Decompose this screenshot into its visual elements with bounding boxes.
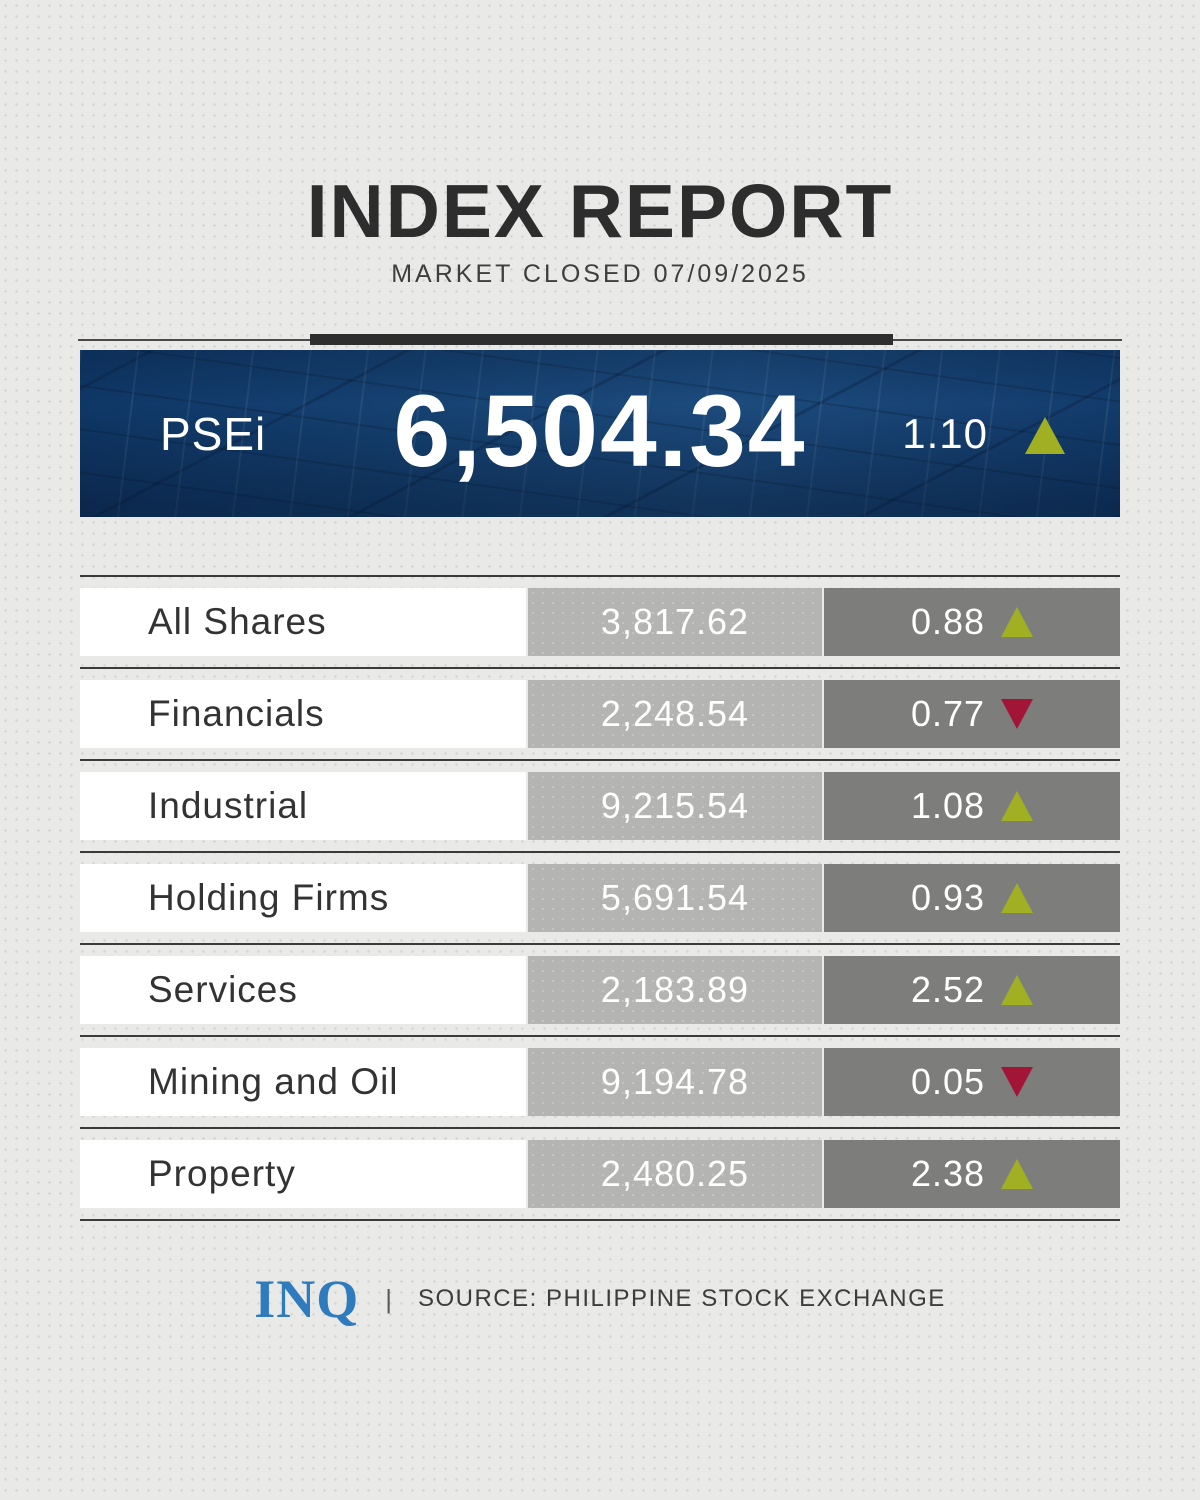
row-divider	[80, 1035, 1120, 1037]
row-divider	[80, 943, 1120, 945]
sector-name: Industrial	[80, 772, 526, 840]
header-divider-bar	[310, 334, 893, 345]
table-row: All Shares 3,817.62 0.88	[80, 588, 1120, 656]
sector-index-table: All Shares 3,817.62 0.88 Financials 2,24…	[80, 575, 1120, 1221]
footer: INQ | SOURCE: PHILIPPINE STOCK EXCHANGE	[0, 1272, 1200, 1326]
psei-change-value: 1.10	[902, 409, 988, 457]
row-divider	[80, 1219, 1120, 1221]
sector-value: 2,480.25	[528, 1140, 822, 1208]
up-triangle-icon	[1001, 1159, 1034, 1189]
sector-name: Services	[80, 956, 526, 1024]
row-divider	[80, 851, 1120, 853]
sector-value: 9,194.78	[528, 1048, 822, 1116]
up-triangle-icon	[1025, 416, 1065, 454]
down-triangle-icon	[1001, 1067, 1034, 1097]
up-triangle-icon	[1001, 883, 1034, 913]
row-divider	[80, 575, 1120, 577]
sector-value: 9,215.54	[528, 772, 822, 840]
row-divider	[80, 759, 1120, 761]
table-row: Holding Firms 5,691.54 0.93	[80, 864, 1120, 932]
table-row: Services 2,183.89 2.52	[80, 956, 1120, 1024]
sector-change-cell: 0.77	[824, 680, 1120, 748]
sector-change-cell: 0.05	[824, 1048, 1120, 1116]
sector-change-cell: 0.88	[824, 588, 1120, 656]
sector-change-value: 2.38	[910, 1153, 986, 1194]
sector-value: 5,691.54	[528, 864, 822, 932]
sector-change-value: 2.52	[910, 969, 986, 1010]
sector-change-cell: 2.38	[824, 1140, 1120, 1208]
sector-value: 2,248.54	[528, 680, 822, 748]
sector-change-cell: 2.52	[824, 956, 1120, 1024]
sector-change-value: 0.88	[910, 601, 986, 642]
sector-change-cell: 1.08	[824, 772, 1120, 840]
sector-change-value: 0.05	[910, 1061, 986, 1102]
row-divider	[80, 1127, 1120, 1129]
psei-banner: PSEi 6,504.34 1.10	[80, 350, 1120, 517]
table-row: Mining and Oil 9,194.78 0.05	[80, 1048, 1120, 1116]
sector-name: Holding Firms	[80, 864, 526, 932]
table-row: Property 2,480.25 2.38	[80, 1140, 1120, 1208]
down-triangle-icon	[1001, 699, 1034, 729]
page-title: INDEX REPORT	[306, 169, 894, 253]
sector-change-value: 0.77	[910, 693, 986, 734]
sector-value: 3,817.62	[528, 588, 822, 656]
sector-change-cell: 0.93	[824, 864, 1120, 932]
inquirer-logo: INQ	[254, 1269, 360, 1329]
row-divider	[80, 667, 1120, 669]
sector-name: Mining and Oil	[80, 1048, 526, 1116]
psei-index-value: 6,504.34	[393, 373, 807, 488]
table-row: Financials 2,248.54 0.77	[80, 680, 1120, 748]
sector-name: Financials	[80, 680, 526, 748]
sector-name: All Shares	[80, 588, 526, 656]
sector-change-value: 0.93	[910, 877, 986, 918]
source-attribution: SOURCE: PHILIPPINE STOCK EXCHANGE	[417, 1285, 946, 1312]
sector-value: 2,183.89	[528, 956, 822, 1024]
footer-separator: |	[385, 1283, 392, 1314]
psei-index-label: PSEi	[160, 407, 267, 460]
up-triangle-icon	[1001, 607, 1034, 637]
market-status-subtitle: MARKET CLOSED 07/09/2025	[391, 260, 809, 288]
up-triangle-icon	[1001, 975, 1034, 1005]
sector-change-value: 1.08	[910, 785, 986, 826]
table-row: Industrial 9,215.54 1.08	[80, 772, 1120, 840]
sector-name: Property	[80, 1140, 526, 1208]
up-triangle-icon	[1001, 791, 1034, 821]
